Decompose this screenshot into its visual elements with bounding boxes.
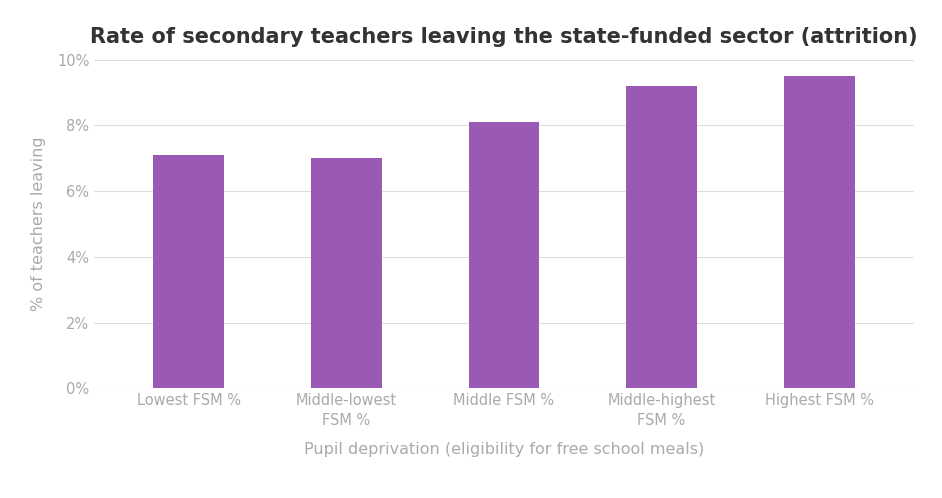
Y-axis label: % of teachers leaving: % of teachers leaving [31,137,46,311]
Bar [311,158,382,388]
Bar [468,122,540,388]
X-axis label: Pupil deprivation (eligibility for free school meals): Pupil deprivation (eligibility for free … [304,442,704,457]
Title: Rate of secondary teachers leaving the state-funded sector (attrition): Rate of secondary teachers leaving the s… [90,27,918,47]
Bar [784,76,854,388]
Bar [626,86,697,388]
Bar [154,155,224,388]
